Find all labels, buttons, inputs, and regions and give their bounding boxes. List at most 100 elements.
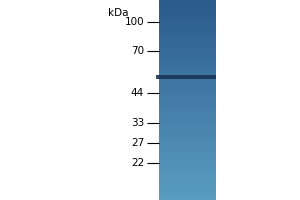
- Bar: [159, 44, 216, 45]
- Bar: [159, 105, 216, 106]
- Bar: [159, 61, 216, 62]
- Bar: [159, 35, 216, 36]
- Bar: [159, 188, 216, 189]
- Bar: [159, 2, 216, 3]
- Bar: [159, 99, 216, 100]
- Bar: [159, 186, 216, 187]
- Bar: [159, 124, 216, 125]
- Bar: [159, 57, 216, 58]
- Bar: [159, 1, 216, 2]
- Bar: [159, 157, 216, 158]
- Bar: [159, 115, 216, 116]
- Bar: [159, 83, 216, 84]
- Bar: [159, 85, 216, 86]
- Text: 27: 27: [131, 138, 144, 148]
- Bar: [159, 69, 216, 70]
- Bar: [159, 72, 216, 73]
- Bar: [159, 153, 216, 154]
- Bar: [159, 41, 216, 42]
- Bar: [159, 178, 216, 179]
- Bar: [159, 140, 216, 141]
- Bar: [159, 74, 216, 75]
- Bar: [159, 60, 216, 61]
- Bar: [159, 147, 216, 148]
- Bar: [159, 174, 216, 175]
- Bar: [159, 119, 216, 120]
- Bar: [159, 165, 216, 166]
- Bar: [159, 32, 216, 33]
- Bar: [159, 6, 216, 7]
- Bar: [159, 66, 216, 67]
- Bar: [159, 155, 216, 156]
- Bar: [159, 102, 216, 103]
- Bar: [159, 70, 216, 71]
- Bar: [159, 130, 216, 131]
- Bar: [159, 122, 216, 123]
- Bar: [159, 101, 216, 102]
- Bar: [159, 120, 216, 121]
- Bar: [159, 0, 216, 1]
- Bar: [159, 65, 216, 66]
- Bar: [159, 176, 216, 177]
- Bar: [159, 112, 216, 113]
- Bar: [159, 135, 216, 136]
- Bar: [159, 169, 216, 170]
- Bar: [159, 86, 216, 87]
- Bar: [159, 81, 216, 82]
- Bar: [159, 53, 216, 54]
- Bar: [159, 7, 216, 8]
- Bar: [159, 95, 216, 96]
- Bar: [159, 19, 216, 20]
- Bar: [159, 90, 216, 91]
- Bar: [159, 84, 216, 85]
- Bar: [159, 131, 216, 132]
- Bar: [159, 143, 216, 144]
- Bar: [159, 191, 216, 192]
- Bar: [159, 183, 216, 184]
- Bar: [159, 26, 216, 27]
- Bar: [159, 29, 216, 30]
- Bar: [159, 132, 216, 133]
- Bar: [159, 54, 216, 55]
- Bar: [159, 80, 216, 81]
- Bar: [159, 30, 216, 31]
- Bar: [159, 49, 216, 50]
- Bar: [159, 156, 216, 157]
- Bar: [159, 45, 216, 46]
- Bar: [156, 75, 216, 79]
- Bar: [159, 108, 216, 109]
- Bar: [159, 78, 216, 79]
- Bar: [159, 173, 216, 174]
- Bar: [159, 172, 216, 173]
- Bar: [159, 88, 216, 89]
- Bar: [159, 40, 216, 41]
- Bar: [159, 94, 216, 95]
- Bar: [159, 48, 216, 49]
- Bar: [159, 37, 216, 38]
- Bar: [159, 159, 216, 160]
- Bar: [159, 161, 216, 162]
- Bar: [159, 67, 216, 68]
- Bar: [159, 127, 216, 128]
- Bar: [159, 89, 216, 90]
- Text: 70: 70: [131, 46, 144, 56]
- Bar: [159, 168, 216, 169]
- Bar: [159, 104, 216, 105]
- Bar: [159, 179, 216, 180]
- Bar: [159, 134, 216, 135]
- Bar: [159, 24, 216, 25]
- Bar: [159, 38, 216, 39]
- Bar: [159, 18, 216, 19]
- Bar: [159, 63, 216, 64]
- Bar: [159, 185, 216, 186]
- Bar: [159, 180, 216, 181]
- Bar: [159, 184, 216, 185]
- Bar: [159, 137, 216, 138]
- Bar: [159, 177, 216, 178]
- Bar: [159, 39, 216, 40]
- Bar: [159, 106, 216, 107]
- Bar: [159, 199, 216, 200]
- Bar: [159, 68, 216, 69]
- Bar: [159, 107, 216, 108]
- Bar: [159, 136, 216, 137]
